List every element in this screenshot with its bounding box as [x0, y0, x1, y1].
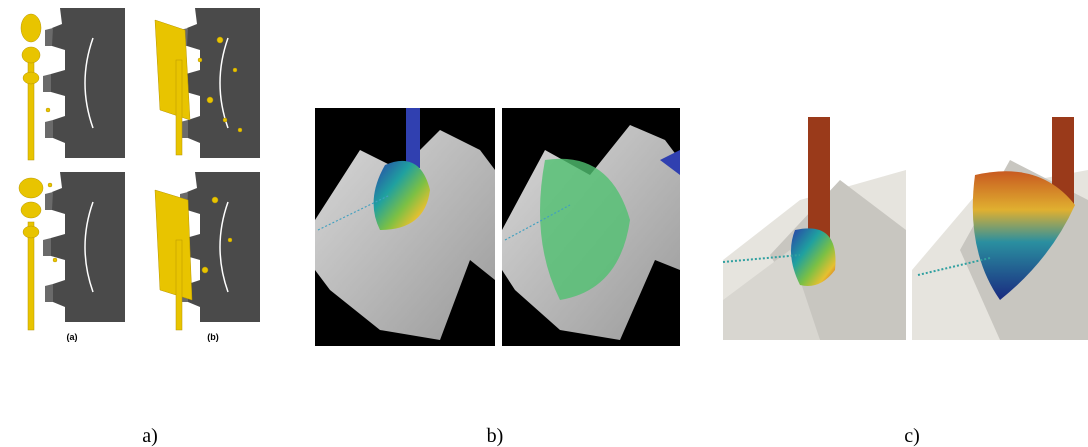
sub-label: (b) [207, 332, 219, 342]
panel-b-images [315, 108, 680, 346]
panel-label: a) [142, 425, 158, 447]
panel-c-images [723, 117, 1088, 340]
panel-a-images: (a) (b) [15, 8, 270, 342]
panel-label: c) [904, 425, 920, 447]
page: (a) (b) a) b) c) (() => { const data = J… [0, 0, 1088, 447]
sub-label: (a) [67, 332, 78, 342]
figure: (a) (b) a) b) c) [0, 0, 1088, 447]
panel-label: b) [487, 425, 504, 447]
